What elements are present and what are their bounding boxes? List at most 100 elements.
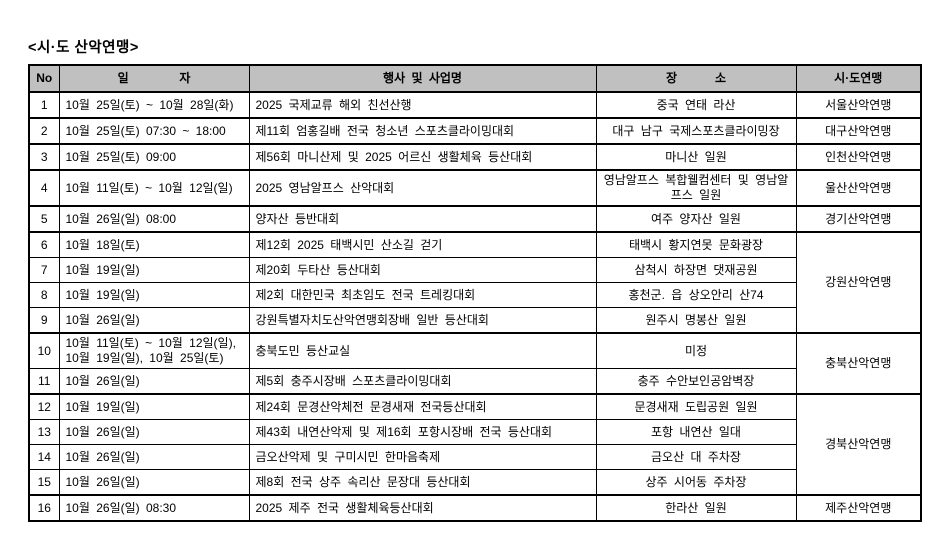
cell-event: 강원특별자치도산악연맹회장배 일반 등산대회	[248, 307, 597, 334]
cell-date: 10월 19일(일)	[58, 257, 250, 283]
events-table: No 일 자 행사 및 사업명 장 소 시·도연맹 1 10월 25일(토) ~ …	[28, 64, 922, 522]
col-header-event: 행사 및 사업명	[248, 64, 597, 93]
cell-date: 10월 26일(일)	[58, 469, 250, 496]
cell-date: 10월 19일(일)	[58, 393, 250, 420]
cell-date: 10월 26일(일)	[58, 307, 250, 334]
table-row: 3 10월 25일(토) 09:00 제56회 마니산제 및 2025 어르신 생활…	[28, 143, 922, 171]
cell-no: 8	[28, 282, 60, 308]
table-row: 12 10월 19일(일) 제24회 문경산악체전 문경새재 전국등산대회 문경새재 …	[28, 393, 922, 496]
cell-no: 4	[28, 169, 60, 207]
cell-no: 15	[28, 469, 60, 496]
cell-event: 제5회 충주시장배 스포츠클라이밍대회	[248, 368, 597, 395]
cell-place: 삼척시 하장면 댓재공원	[595, 257, 797, 283]
cell-place: 중국 연태 라산	[595, 91, 797, 119]
cell-place: 한라산 일원	[595, 494, 797, 522]
cell-date: 10월 18일(토)	[58, 231, 250, 258]
cell-date: 10월 25일(토) 09:00	[58, 143, 250, 171]
cell-event: 금오산악제 및 구미시민 한마음축제	[248, 444, 597, 470]
cell-federation: 울산산악연맹	[795, 169, 922, 207]
table-row: 4 10월 11일(토) ~ 10월 12일(일) 2025 영남알프스 산악대회 영…	[28, 169, 922, 207]
cell-event: 제12회 2025 태백시민 산소길 걷기	[248, 231, 597, 258]
cell-federation: 대구산악연맹	[795, 117, 922, 145]
col-header-place: 장 소	[595, 64, 797, 93]
cell-place: 마니산 일원	[595, 143, 797, 171]
cell-federation: 경기산악연맹	[795, 205, 922, 233]
cell-no: 12	[28, 393, 60, 420]
cell-date: 10월 25일(토) ~ 10월 28일(화)	[58, 91, 250, 119]
cell-event: 제8회 전국 상주 속리산 문장대 등산대회	[248, 469, 597, 496]
cell-event: 제24회 문경산악체전 문경새재 전국등산대회	[248, 393, 597, 420]
cell-event: 양자산 등반대회	[248, 205, 597, 233]
cell-no: 16	[28, 494, 60, 522]
cell-place: 원주시 명봉산 일원	[595, 307, 797, 334]
cell-no: 9	[28, 307, 60, 334]
col-header-date: 일 자	[58, 64, 250, 93]
cell-date: 10월 26일(일)	[58, 419, 250, 445]
cell-place: 대구 남구 국제스포츠클라이밍장	[595, 117, 797, 145]
header-row: No 일 자 행사 및 사업명 장 소 시·도연맹	[28, 64, 922, 93]
cell-federation: 강원산악연맹	[795, 231, 922, 334]
cell-place: 미정	[595, 332, 797, 369]
cell-no: 3	[28, 143, 60, 171]
table-row: 10 10월 11일(토) ~ 10월 12일(일), 10월 19일(일), 1…	[28, 332, 922, 395]
cell-date: 10월 26일(일)	[58, 368, 250, 395]
table-row: 6 10월 18일(토) 제12회 2025 태백시민 산소길 걷기 태백시 황지연못…	[28, 231, 922, 334]
cell-event: 제56회 마니산제 및 2025 어르신 생활체육 등산대회	[248, 143, 597, 171]
cell-no: 2	[28, 117, 60, 145]
table-header: No 일 자 행사 및 사업명 장 소 시·도연맹	[28, 64, 922, 93]
cell-event: 제2회 대한민국 최초임도 전국 트레킹대회	[248, 282, 597, 308]
cell-date: 10월 26일(일) 08:00	[58, 205, 250, 233]
cell-date: 10월 26일(일) 08:30	[58, 494, 250, 522]
table-row: 13 10월 26일(일) 제43회 내연산악제 및 제16회 포항시장배 전국 등…	[28, 419, 921, 445]
cell-place: 홍천군. 읍 상오안리 산74	[595, 282, 797, 308]
cell-event: 2025 제주 전국 생활체육등산대회	[248, 494, 597, 522]
table-body: 1 10월 25일(토) ~ 10월 28일(화) 2025 국제교류 해외 친선산…	[28, 91, 922, 522]
cell-place: 금오산 대 주차장	[595, 444, 797, 470]
table-row: 9 10월 26일(일) 강원특별자치도산악연맹회장배 일반 등산대회 원주시 명봉산…	[28, 307, 921, 334]
table-row: 16 10월 26일(일) 08:30 2025 제주 전국 생활체육등산대회 한라산…	[28, 494, 922, 522]
cell-no: 6	[28, 231, 60, 258]
page-title: <시·도 산악연맹>	[28, 40, 139, 56]
table-row: 1 10월 25일(토) ~ 10월 28일(화) 2025 국제교류 해외 친선산…	[28, 91, 922, 119]
cell-place: 여주 양자산 일원	[595, 205, 797, 233]
cell-federation: 경북산악연맹	[795, 393, 922, 496]
cell-event: 제20회 두타산 등산대회	[248, 257, 597, 283]
table-row: 8 10월 19일(일) 제2회 대한민국 최초임도 전국 트레킹대회 홍천군. 읍 …	[28, 282, 921, 308]
cell-place: 문경새재 도립공원 일원	[595, 393, 797, 420]
cell-place: 포항 내연산 일대	[595, 419, 797, 445]
cell-date: 10월 11일(토) ~ 10월 12일(일), 10월 19일(일), 10월…	[58, 332, 250, 369]
cell-event: 제11회 엄홍길배 전국 청소년 스포츠클라이밍대회	[248, 117, 597, 145]
cell-place: 상주 시어동 주차장	[595, 469, 797, 496]
cell-no: 7	[28, 257, 60, 283]
cell-federation: 인천산악연맹	[795, 143, 922, 171]
cell-federation: 서울산악연맹	[795, 91, 922, 119]
cell-federation: 충북산악연맹	[795, 332, 922, 395]
cell-event: 2025 국제교류 해외 친선산행	[248, 91, 597, 119]
table-row: 2 10월 25일(토) 07:30 ~ 18:00 제11회 엄홍길배 전국 청소…	[28, 117, 922, 145]
cell-no: 14	[28, 444, 60, 470]
cell-no: 11	[28, 368, 60, 395]
table-row: 5 10월 26일(일) 08:00 양자산 등반대회 여주 양자산 일원 경기산악연맹	[28, 205, 922, 233]
cell-date: 10월 11일(토) ~ 10월 12일(일)	[58, 169, 250, 207]
cell-place: 충주 수안보인공암벽장	[595, 368, 797, 395]
cell-event: 2025 영남알프스 산악대회	[248, 169, 597, 207]
col-header-federation: 시·도연맹	[795, 64, 922, 93]
cell-no: 5	[28, 205, 60, 233]
table-row: 15 10월 26일(일) 제8회 전국 상주 속리산 문장대 등산대회 상주 시어동…	[28, 469, 921, 496]
cell-date: 10월 19일(일)	[58, 282, 250, 308]
table-row: 14 10월 26일(일) 금오산악제 및 구미시민 한마음축제 금오산 대 주차장	[28, 444, 921, 470]
col-header-no: No	[28, 64, 60, 93]
cell-date: 10월 26일(일)	[58, 444, 250, 470]
cell-place: 태백시 황지연못 문화광장	[595, 231, 797, 258]
cell-event: 충북도민 등산교실	[248, 332, 597, 369]
cell-date: 10월 25일(토) 07:30 ~ 18:00	[58, 117, 250, 145]
cell-event: 제43회 내연산악제 및 제16회 포항시장배 전국 등산대회	[248, 419, 597, 445]
cell-no: 1	[28, 91, 60, 119]
cell-no: 13	[28, 419, 60, 445]
table-row: 11 10월 26일(일) 제5회 충주시장배 스포츠클라이밍대회 충주 수안보인공암…	[28, 368, 921, 395]
cell-federation: 제주산악연맹	[795, 494, 922, 522]
cell-place: 영남알프스 복합웰컴센터 및 영남알프스 일원	[595, 169, 797, 207]
table-row: 7 10월 19일(일) 제20회 두타산 등산대회 삼척시 하장면 댓재공원	[28, 257, 921, 283]
cell-no: 10	[28, 332, 60, 369]
